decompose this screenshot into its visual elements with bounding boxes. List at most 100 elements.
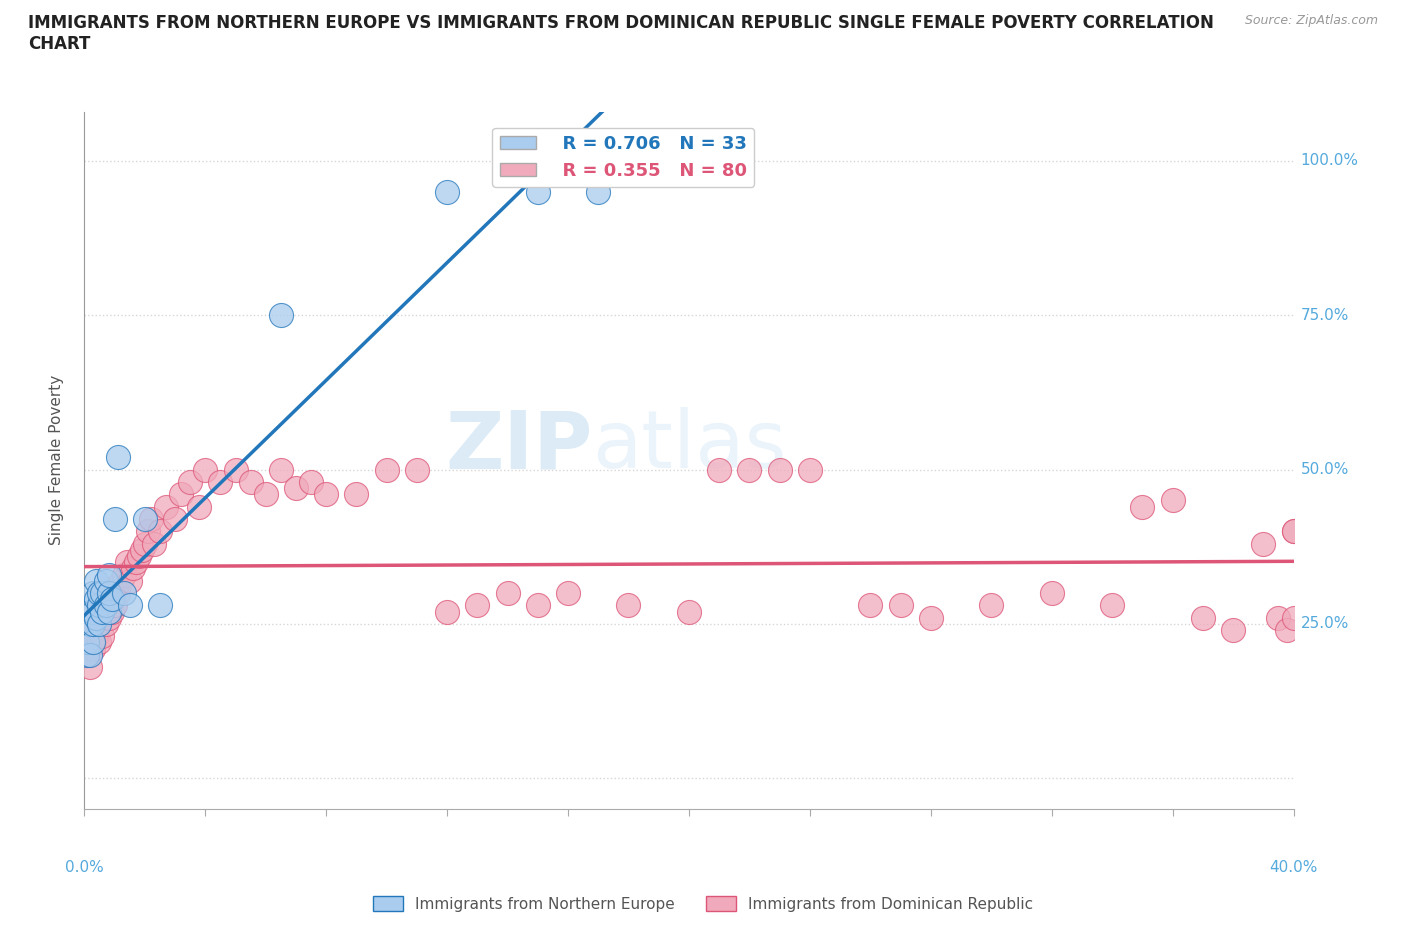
Point bbox=[1161, 493, 1184, 508]
Point bbox=[112, 586, 135, 601]
Point bbox=[91, 629, 114, 644]
Text: 50.0%: 50.0% bbox=[1301, 462, 1348, 477]
Point bbox=[194, 462, 217, 477]
Point bbox=[149, 524, 172, 538]
Point bbox=[131, 542, 153, 557]
Point bbox=[738, 462, 761, 477]
Point bbox=[1222, 623, 1244, 638]
Legend: Immigrants from Northern Europe, Immigrants from Dominican Republic: Immigrants from Northern Europe, Immigra… bbox=[367, 889, 1039, 918]
Point bbox=[1191, 610, 1213, 625]
Point bbox=[557, 586, 579, 601]
Point bbox=[1101, 598, 1123, 613]
Point bbox=[94, 598, 117, 613]
Point bbox=[890, 598, 912, 613]
Point bbox=[91, 591, 114, 606]
Point bbox=[94, 573, 117, 588]
Point bbox=[179, 474, 201, 489]
Point bbox=[346, 487, 368, 502]
Point bbox=[82, 635, 104, 650]
Point bbox=[86, 610, 108, 625]
Point bbox=[128, 549, 150, 564]
Point bbox=[436, 604, 458, 619]
Point bbox=[1282, 610, 1305, 625]
Point bbox=[104, 598, 127, 613]
Point bbox=[76, 647, 98, 662]
Point bbox=[112, 567, 135, 582]
Point bbox=[82, 604, 104, 619]
Point bbox=[89, 635, 111, 650]
Point bbox=[270, 308, 292, 323]
Point bbox=[79, 617, 101, 631]
Point bbox=[239, 474, 262, 489]
Point bbox=[82, 586, 104, 601]
Point bbox=[86, 610, 108, 625]
Point bbox=[588, 184, 610, 199]
Point bbox=[1251, 537, 1274, 551]
Point bbox=[110, 573, 132, 588]
Point bbox=[79, 604, 101, 619]
Point bbox=[134, 537, 156, 551]
Point bbox=[149, 598, 172, 613]
Point bbox=[89, 598, 111, 613]
Point bbox=[82, 604, 104, 619]
Point bbox=[100, 591, 122, 606]
Text: 0.0%: 0.0% bbox=[65, 860, 104, 875]
Point bbox=[1040, 586, 1063, 601]
Point bbox=[118, 573, 141, 588]
Text: ZIP: ZIP bbox=[444, 407, 592, 485]
Text: 75.0%: 75.0% bbox=[1301, 308, 1348, 323]
Point bbox=[209, 474, 232, 489]
Point bbox=[678, 604, 700, 619]
Point bbox=[100, 586, 122, 601]
Point bbox=[89, 617, 111, 631]
Point bbox=[1267, 610, 1289, 625]
Point bbox=[375, 462, 398, 477]
Point bbox=[859, 598, 882, 613]
Text: 100.0%: 100.0% bbox=[1301, 153, 1358, 168]
Point bbox=[134, 512, 156, 526]
Point bbox=[94, 598, 117, 613]
Point bbox=[406, 462, 429, 477]
Point bbox=[76, 635, 98, 650]
Point bbox=[225, 462, 247, 477]
Point bbox=[436, 184, 458, 199]
Text: 25.0%: 25.0% bbox=[1301, 617, 1348, 631]
Legend:   R = 0.706   N = 33,   R = 0.355   N = 80: R = 0.706 N = 33, R = 0.355 N = 80 bbox=[492, 127, 755, 187]
Point bbox=[107, 450, 129, 465]
Point bbox=[709, 462, 731, 477]
Text: IMMIGRANTS FROM NORTHERN EUROPE VS IMMIGRANTS FROM DOMINICAN REPUBLIC SINGLE FEM: IMMIGRANTS FROM NORTHERN EUROPE VS IMMIG… bbox=[28, 14, 1213, 53]
Point bbox=[97, 610, 120, 625]
Point bbox=[76, 647, 98, 662]
Point bbox=[136, 524, 159, 538]
Point bbox=[139, 512, 162, 526]
Point bbox=[121, 561, 143, 576]
Point bbox=[1282, 524, 1305, 538]
Point bbox=[1130, 499, 1153, 514]
Point bbox=[79, 635, 101, 650]
Point bbox=[980, 598, 1002, 613]
Point bbox=[97, 567, 120, 582]
Point bbox=[284, 481, 308, 496]
Point bbox=[86, 629, 108, 644]
Point bbox=[1282, 524, 1305, 538]
Point bbox=[526, 184, 548, 199]
Point bbox=[79, 659, 101, 674]
Text: Source: ZipAtlas.com: Source: ZipAtlas.com bbox=[1244, 14, 1378, 27]
Point bbox=[79, 647, 101, 662]
Point bbox=[769, 462, 792, 477]
Point bbox=[125, 555, 148, 570]
Point bbox=[496, 586, 519, 601]
Point bbox=[91, 604, 114, 619]
Point bbox=[163, 512, 186, 526]
Point bbox=[86, 591, 108, 606]
Point bbox=[94, 617, 117, 631]
Point bbox=[315, 487, 337, 502]
Point bbox=[89, 598, 111, 613]
Point bbox=[299, 474, 322, 489]
Point bbox=[97, 604, 120, 619]
Point bbox=[1277, 623, 1299, 638]
Point bbox=[799, 462, 821, 477]
Point bbox=[115, 555, 138, 570]
Point bbox=[82, 617, 104, 631]
Point bbox=[82, 623, 104, 638]
